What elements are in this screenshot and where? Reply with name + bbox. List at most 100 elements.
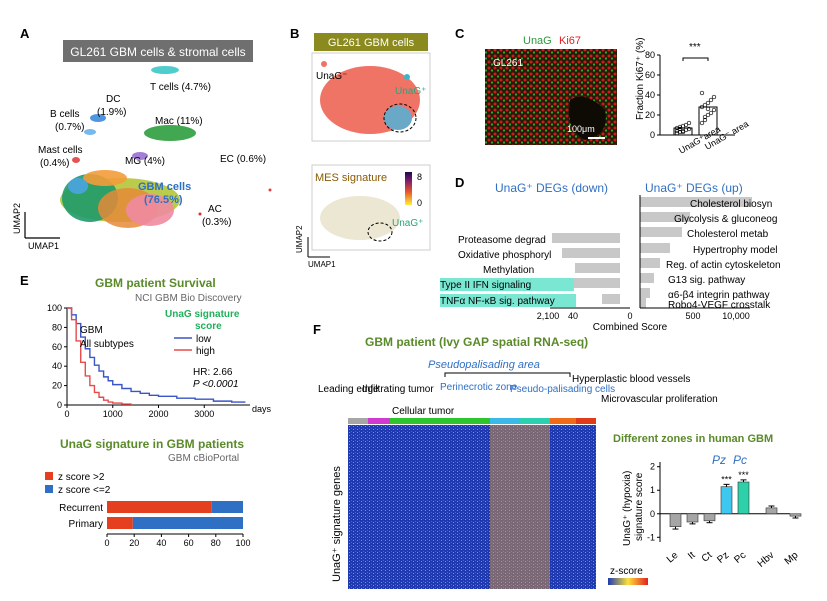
cbio-legend-2: z score <=2 xyxy=(58,485,111,496)
deg-xtick-5: 10,000 xyxy=(722,311,750,321)
panel-f: F GBM patient (Ivy GAP spatial RNA-seq) … xyxy=(280,320,827,596)
type2-ifn-highlight xyxy=(436,278,574,291)
ki67-sig-bracket xyxy=(682,57,709,61)
zone-ytick: 1 xyxy=(650,485,655,495)
mes-unag-label: UnaG⁺ xyxy=(392,218,423,229)
label-ac-pct: (0.3%) xyxy=(202,217,231,228)
legend-high: high xyxy=(196,346,215,357)
cbio-xtick: 100 xyxy=(235,538,250,548)
survival-xlabel: days xyxy=(252,404,272,414)
zone-xtick-le: Le xyxy=(665,550,681,566)
cbio-category: Primary xyxy=(69,519,103,530)
zone-label-le: Leading edge xyxy=(318,384,379,395)
zone-bar-title: Different zones in human GBM xyxy=(613,433,773,445)
zone-ytick: -1 xyxy=(647,532,655,542)
label-tcells: T cells (4.7%) xyxy=(150,82,211,93)
unag-pos-label: UnaG⁺ xyxy=(395,86,426,97)
deg-xtick-1: 2,100 xyxy=(537,311,560,321)
ki67-point xyxy=(683,122,689,128)
label-bcells-pct: (0.7%) xyxy=(55,122,84,133)
zone-bar-hbv xyxy=(765,507,778,515)
zone-bar-pz xyxy=(490,418,520,424)
panel-c-letter: C xyxy=(455,26,465,41)
umap-b-frame xyxy=(311,52,431,142)
unag-pos-dot xyxy=(404,74,410,80)
zone-bar-pz xyxy=(720,486,733,515)
deg-down-bar xyxy=(552,233,620,243)
deg-xtick-2: 40 xyxy=(568,311,578,321)
panel-b-banner-bg xyxy=(314,33,428,51)
legend-low: low xyxy=(196,334,212,345)
deg-down-bar xyxy=(575,263,620,273)
zone-xtick-ct: Ct xyxy=(700,550,715,565)
down-term-5: TNFα NF-κB sig. pathway xyxy=(440,296,555,307)
survival-xtick: 0 xyxy=(64,409,69,419)
zone-label-mp: Microvascular proliferation xyxy=(601,394,718,405)
zone-xtick-it: It xyxy=(686,550,697,562)
legend-title-1: UnaG signature xyxy=(165,309,240,320)
down-term-4: Type II IFN signaling xyxy=(440,280,531,291)
zone-xtick-hbv: Hbv xyxy=(756,550,777,570)
scalebar-label: 100μm xyxy=(567,124,595,134)
survival-ytick: 20 xyxy=(52,381,62,391)
umap-a-xlabel: UMAP1 xyxy=(28,241,59,251)
cbio-legend-swatch-1 xyxy=(45,472,53,480)
pc-label: Pc xyxy=(733,453,747,467)
deg-down-title: UnaG⁺ DEGs (down) xyxy=(495,181,608,195)
legend-title-2: score xyxy=(195,321,222,332)
zone-xtick-pz: Pz xyxy=(715,550,731,566)
zone-bar-it xyxy=(368,418,390,424)
deg-up-bar xyxy=(640,212,690,222)
zone-sig-pc: *** xyxy=(738,470,749,480)
zone-label-pc: Pseudo-palisading cells xyxy=(510,384,615,395)
deg-down-bar xyxy=(572,278,620,288)
unag-pos-outline xyxy=(383,103,417,133)
panel-c-figure: C UnaG Ki67 GL261 100μm 0 20 40 60 80 Fracti… xyxy=(455,26,750,156)
ki67-point xyxy=(702,117,708,123)
label-mast: Mast cells xyxy=(38,145,82,156)
cohort-line2: All subtypes xyxy=(80,339,134,350)
ki67-ytick: 20 xyxy=(645,110,655,120)
survival-curve-low xyxy=(67,307,246,403)
ki67-point xyxy=(711,107,717,113)
ki67-ytick: 60 xyxy=(645,70,655,80)
cbio-bar-primary-high xyxy=(107,517,133,529)
up-term-3: Cholesterol metab xyxy=(687,229,769,240)
ki67-image-label: GL261 xyxy=(493,58,523,69)
ki67-point xyxy=(674,128,680,134)
panel-f-letter: F xyxy=(313,322,321,337)
ki67-point xyxy=(702,114,708,120)
umap-clusters-a xyxy=(60,66,272,228)
title-ki67: Ki67 xyxy=(559,35,581,47)
deg-xlabel: Combined Score xyxy=(593,322,668,333)
label-ac: AC xyxy=(208,204,222,215)
panel-b-letter: B xyxy=(290,26,299,41)
survival-title: GBM patient Survival xyxy=(95,276,216,290)
deg-up-bar xyxy=(640,197,752,207)
zone-bar-pc xyxy=(737,481,750,515)
zone-ylabel-1: UnaG⁺ (hypoxia) xyxy=(622,471,633,546)
ivy-title: GBM patient (Ivy GAP spatial RNA-seq) xyxy=(365,335,588,349)
label-mast-pct: (0.4%) xyxy=(40,158,69,169)
cbio-xtick: 40 xyxy=(156,538,166,548)
ki67-point xyxy=(686,126,692,132)
ki67-ytick: 40 xyxy=(645,90,655,100)
cbio-xtick: 0 xyxy=(104,538,109,548)
survival-ytick: 100 xyxy=(47,303,62,313)
ki67-point xyxy=(711,94,717,100)
zscore-label: z-score xyxy=(610,566,643,577)
survival-source: NCI GBM Bio Discovery xyxy=(135,293,242,304)
survival-curve-high xyxy=(67,307,132,405)
ki67-point xyxy=(680,129,686,135)
zone-bar-mp xyxy=(789,513,802,517)
zone-ytick: 0 xyxy=(650,509,655,519)
heatmap-ylabel: UnaG⁺ signature genes xyxy=(331,466,343,582)
survival-ytick: 60 xyxy=(52,342,62,352)
label-gbm-pct: (76.5%) xyxy=(144,194,183,206)
zone-bar-ct xyxy=(390,418,490,424)
heatmap xyxy=(348,425,596,589)
zone-bar-it xyxy=(686,513,699,523)
deg-down-bar xyxy=(562,248,620,258)
deg-down-bar xyxy=(602,294,620,304)
